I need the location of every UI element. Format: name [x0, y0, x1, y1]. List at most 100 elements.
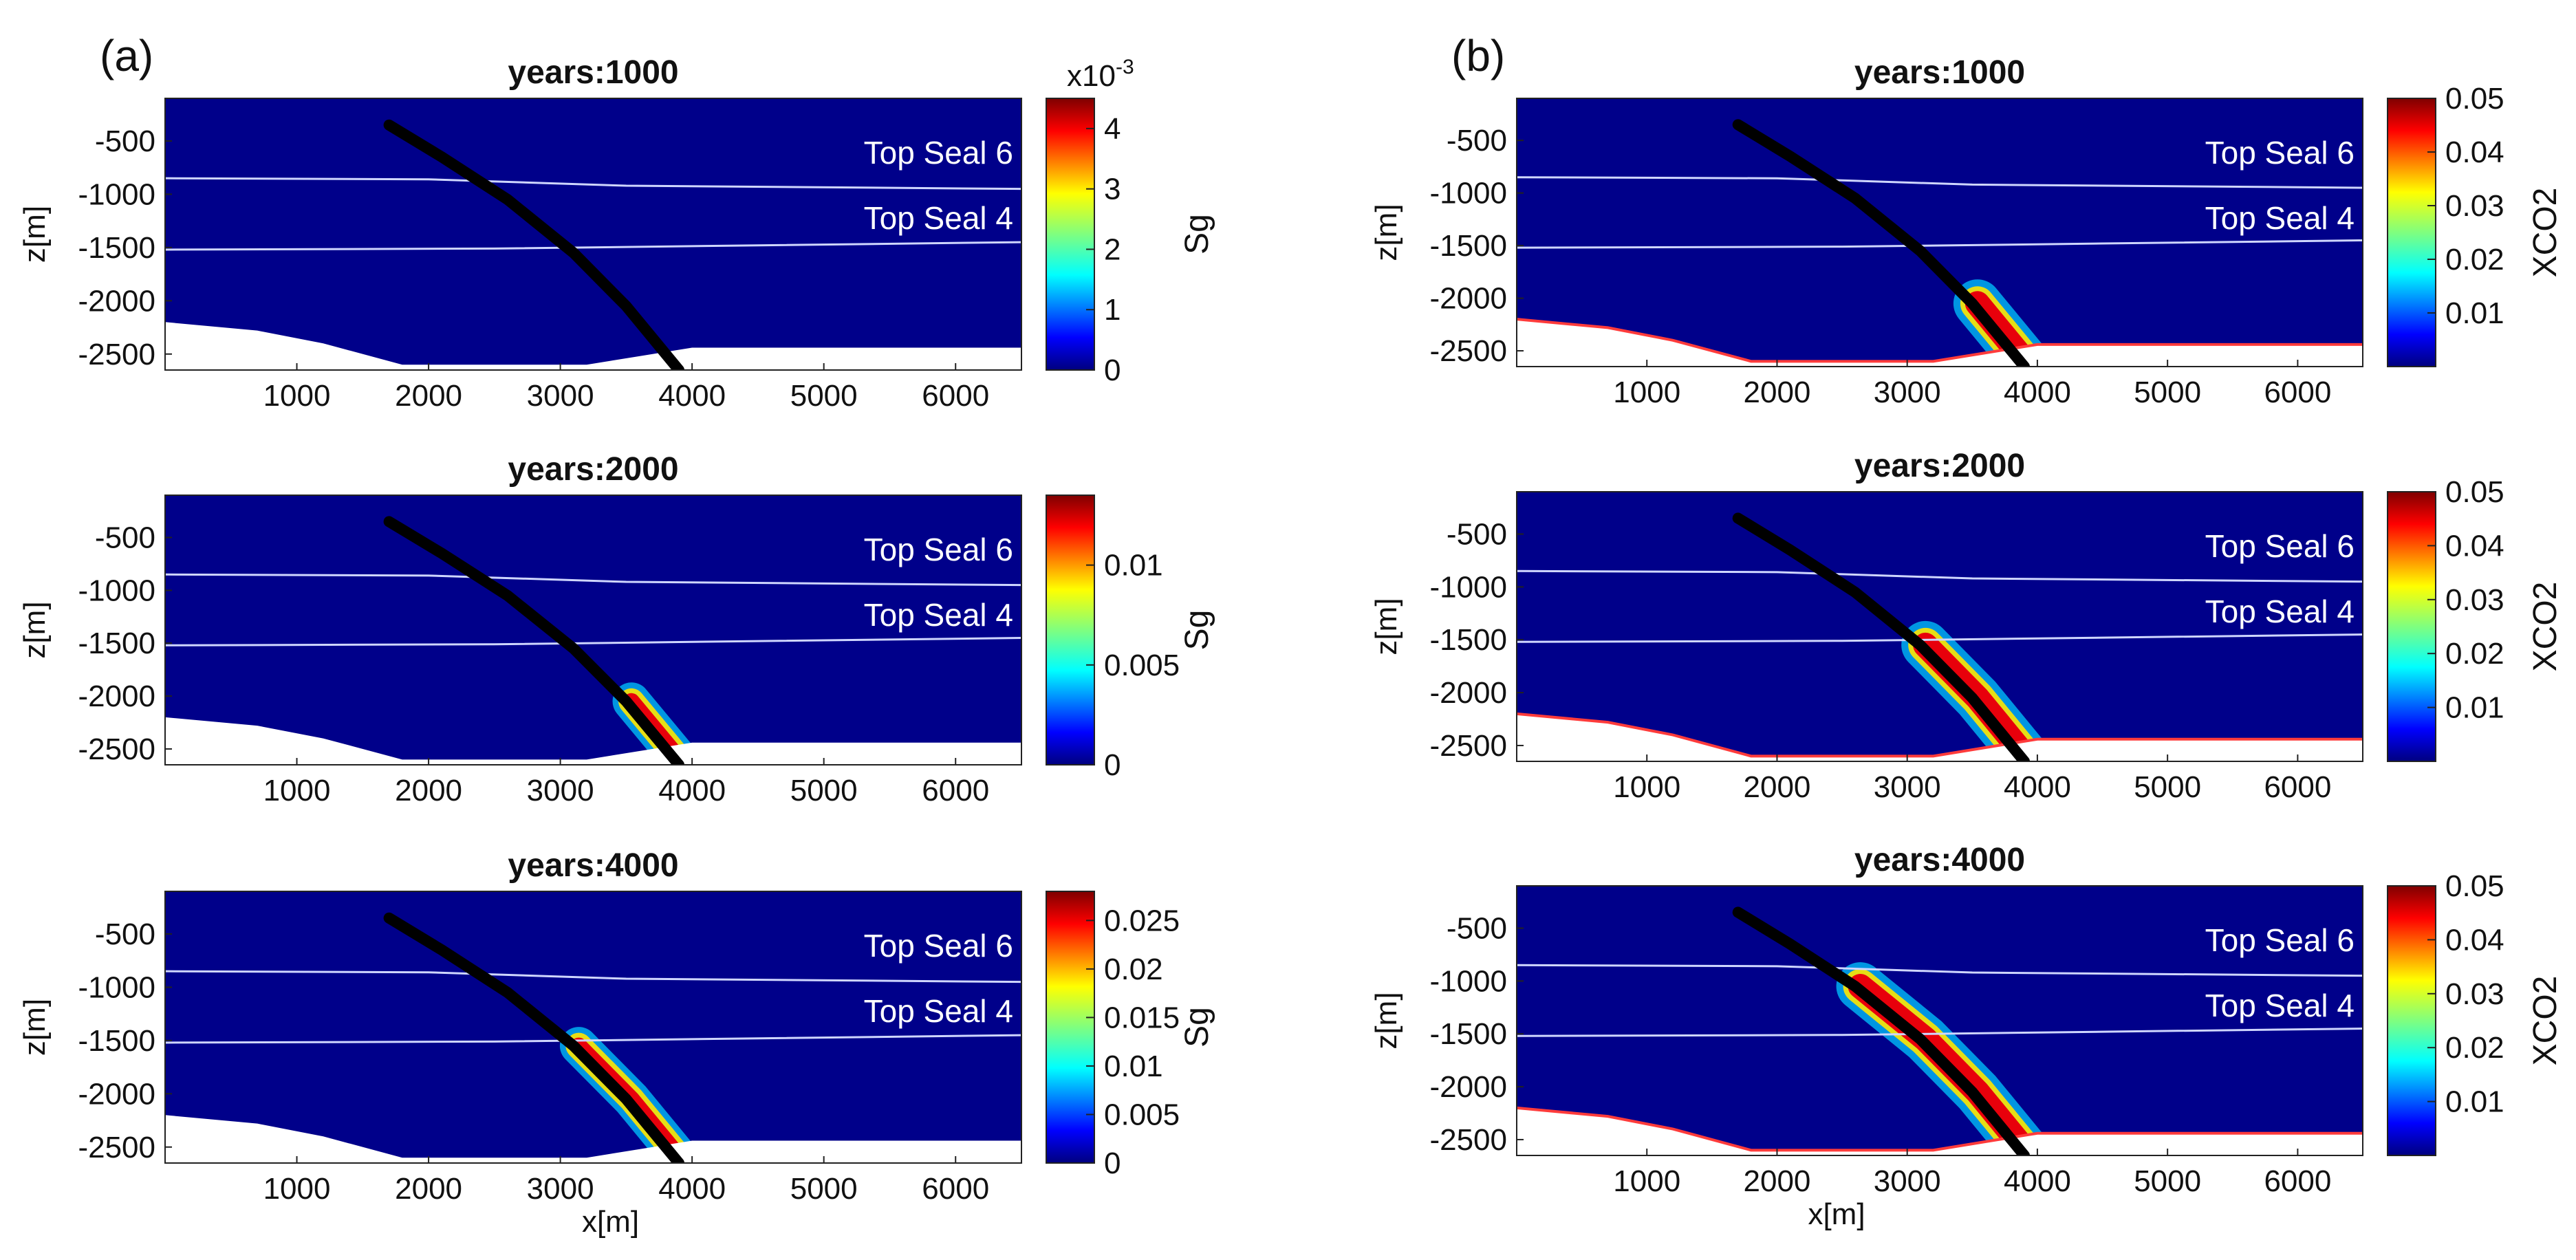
chart-panel: Top Seal 6 Top Seal 4 years:1000 (a) 1000 200… — [18, 31, 1215, 413]
charts-root: Top Seal 6 Top Seal 4 years:1000 (a) 1000 200… — [18, 31, 2564, 1239]
x-tick-label: 6000 — [2264, 376, 2331, 409]
x-axis-label: x[m] — [1808, 1197, 1865, 1231]
x-tick-label: 3000 — [527, 774, 594, 807]
x-tick-label: 2000 — [395, 774, 462, 807]
chart-panel: Top Seal 6 Top Seal 4 years:2000 1000 2000 30… — [18, 451, 1215, 807]
chart-title: years:4000 — [1854, 842, 2025, 878]
y-tick-label: -1500 — [78, 231, 155, 265]
colorbar-tick-label: 0.05 — [2445, 869, 2504, 903]
y-axis-label: z[m] — [1370, 598, 1403, 655]
colorbar-tick-label: 0.025 — [1104, 904, 1180, 937]
y-tick-label: -2000 — [1429, 676, 1507, 710]
y-tick-label: -1000 — [78, 970, 155, 1004]
x-tick-label: 6000 — [922, 379, 989, 413]
y-tick-label: -1000 — [78, 177, 155, 211]
y-tick-label: -2500 — [78, 1131, 155, 1164]
colorbar-label: XCO2 — [2527, 188, 2564, 278]
colorbar-tick-label: 0.01 — [2445, 296, 2504, 330]
seal-label-6: Top Seal 6 — [864, 928, 1013, 964]
y-axis-label: z[m] — [1370, 992, 1403, 1049]
chart-title: years:1000 — [508, 54, 678, 91]
colorbar-tick-label: 0.04 — [2445, 135, 2504, 169]
seal-label-4: Top Seal 4 — [2205, 988, 2355, 1023]
x-axis-label: x[m] — [582, 1205, 639, 1239]
x-tick-label: 3000 — [527, 1172, 594, 1206]
x-tick-label: 3000 — [1874, 770, 1941, 804]
x-tick-label: 1000 — [1613, 1164, 1680, 1198]
y-axis-label: z[m] — [18, 999, 52, 1056]
plot-frame — [1516, 491, 2363, 762]
x-tick-label: 3000 — [527, 379, 594, 413]
x-tick-label: 5000 — [2134, 1164, 2201, 1198]
y-tick-label: -1000 — [1429, 177, 1507, 210]
y-tick-label: -2500 — [1429, 1123, 1507, 1157]
colorbar — [1046, 98, 1095, 371]
top-seal-4-line — [165, 241, 1021, 251]
top-seal-6-line — [165, 573, 1021, 587]
colorbar-tick-label: 0.04 — [2445, 923, 2504, 957]
top-seal-4-line — [1517, 239, 2363, 249]
x-tick-label: 2000 — [395, 1172, 462, 1206]
colorbar-tick-label: 0.03 — [2445, 977, 2504, 1011]
well-trajectory — [383, 912, 684, 1163]
y-tick-label: -1500 — [1429, 229, 1507, 263]
top-seal-4-line — [165, 637, 1021, 647]
top-seal-6-line — [165, 177, 1021, 191]
chart-title: years:2000 — [1854, 448, 2025, 484]
x-tick-label: 2000 — [1744, 376, 1811, 409]
plot-area — [1517, 886, 2363, 1155]
y-tick-label: -2500 — [1429, 729, 1507, 763]
plot-frame — [1516, 98, 2363, 367]
colorbar-tick-label: 0.01 — [1104, 1050, 1163, 1083]
colorbar-tick-label: 3 — [1104, 173, 1121, 206]
well-trajectory — [1732, 119, 2030, 367]
colorbar-tick-label: 0.03 — [2445, 583, 2504, 617]
x-tick-label: 4000 — [658, 1172, 726, 1206]
plot-frame — [164, 98, 1022, 371]
x-tick-label: 1000 — [263, 774, 331, 807]
panel-letter: (a) — [100, 31, 153, 80]
colorbar-tick-label: 0.05 — [2445, 475, 2504, 509]
x-tick-label: 4000 — [2004, 770, 2071, 804]
seal-label-4: Top Seal 4 — [864, 200, 1013, 236]
y-tick-label: -2000 — [78, 1077, 155, 1111]
colorbar-tick-label: 0 — [1104, 354, 1121, 387]
x-tick-label: 1000 — [1613, 770, 1680, 804]
plot-area — [165, 98, 1021, 370]
seal-label-4: Top Seal 4 — [864, 993, 1013, 1029]
seal-label-6: Top Seal 6 — [2205, 922, 2355, 958]
basement-rock — [1517, 1107, 2363, 1155]
x-tick-label: 5000 — [2134, 376, 2201, 409]
y-tick-label: -500 — [1447, 124, 1507, 158]
y-tick-label: -2500 — [78, 338, 155, 371]
basement-rock — [165, 322, 1021, 370]
basement-rock — [1517, 319, 2363, 367]
base-dissolved-layer — [1517, 1106, 2363, 1152]
colorbar-tick-label: 0.02 — [2445, 637, 2504, 671]
x-tick-label: 6000 — [922, 774, 989, 807]
top-seal-4-line — [165, 1034, 1021, 1044]
y-tick-label: -2000 — [1429, 1070, 1507, 1104]
y-tick-label: -1000 — [78, 574, 155, 607]
y-tick-label: -500 — [95, 521, 155, 554]
x-tick-label: 2000 — [1744, 1164, 1811, 1198]
y-tick-label: -500 — [95, 124, 155, 158]
x-tick-label: 6000 — [2264, 770, 2331, 804]
x-tick-label: 4000 — [2004, 376, 2071, 409]
top-seal-6-line — [1517, 176, 2363, 189]
top-seal-6-line — [165, 970, 1021, 984]
plot-area — [165, 495, 1021, 765]
colorbar-tick-label: 1 — [1104, 293, 1121, 327]
plot-area — [1517, 492, 2363, 761]
x-tick-label: 5000 — [790, 379, 858, 413]
y-tick-label: -500 — [1447, 517, 1507, 551]
x-tick-label: 5000 — [790, 1172, 858, 1206]
seal-label-4: Top Seal 4 — [2205, 594, 2355, 629]
y-axis-label: z[m] — [18, 601, 52, 658]
colorbar-tick-label: 0.05 — [2445, 82, 2504, 116]
colorbar-tick-label: 0.02 — [1104, 953, 1163, 986]
colorbar-label: Sg — [1179, 610, 1215, 651]
basement-rock — [165, 1115, 1021, 1163]
y-axis-label: z[m] — [18, 206, 52, 263]
